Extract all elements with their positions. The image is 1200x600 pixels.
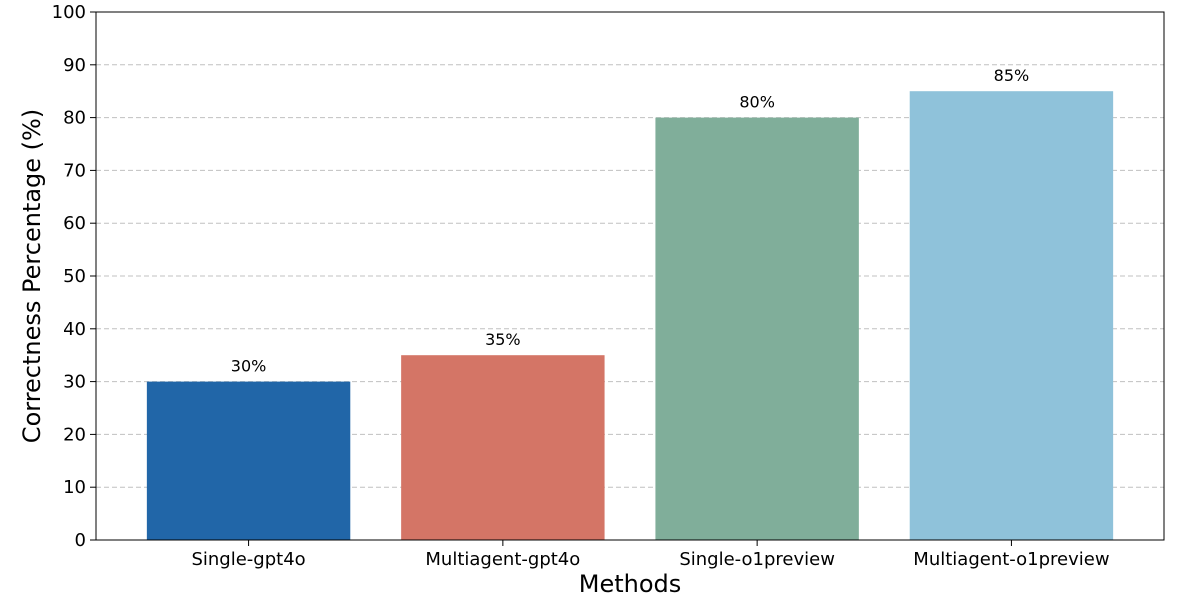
plot-frame bbox=[95, 11, 1165, 541]
bar bbox=[909, 91, 1114, 540]
y-tick-label: 0 bbox=[75, 530, 86, 551]
y-tick-label: 60 bbox=[63, 213, 86, 234]
y-tick-label: 20 bbox=[63, 424, 86, 445]
y-axis-title: Correctness Percentage (%) bbox=[18, 109, 46, 443]
bar-value-label: 85% bbox=[994, 66, 1030, 85]
y-tick-label: 70 bbox=[63, 160, 86, 181]
bar bbox=[401, 355, 605, 540]
x-tick-label: Multiagent-o1preview bbox=[913, 549, 1109, 570]
y-tick-label: 30 bbox=[63, 372, 86, 393]
bar-value-label: 80% bbox=[739, 93, 775, 112]
y-tick-label: 90 bbox=[63, 55, 86, 76]
y-tick-label: 10 bbox=[63, 477, 86, 498]
y-tick-label: 80 bbox=[63, 108, 86, 129]
x-tick-label: Single-gpt4o bbox=[191, 549, 305, 570]
y-tick-label: 50 bbox=[63, 266, 86, 287]
y-tick-label: 100 bbox=[52, 2, 86, 23]
x-tick-label: Multiagent-gpt4o bbox=[425, 549, 580, 570]
bar-value-label: 30% bbox=[231, 357, 267, 376]
x-axis-title: Methods bbox=[579, 570, 682, 598]
x-tick-label: Single-o1preview bbox=[679, 549, 835, 570]
bar-value-labels: 30% 35% 80% 85% bbox=[231, 66, 1029, 375]
y-tick-label: 40 bbox=[63, 319, 86, 340]
bars bbox=[146, 91, 1114, 540]
bar bbox=[655, 117, 859, 540]
bar-value-label: 35% bbox=[485, 330, 521, 349]
bar bbox=[146, 381, 351, 540]
x-axis: Single-gpt4o Multiagent-gpt4o Single-o1pre… bbox=[191, 540, 1110, 570]
y-axis: 0 10 20 30 40 50 60 70 80 90 100 bbox=[52, 2, 96, 551]
